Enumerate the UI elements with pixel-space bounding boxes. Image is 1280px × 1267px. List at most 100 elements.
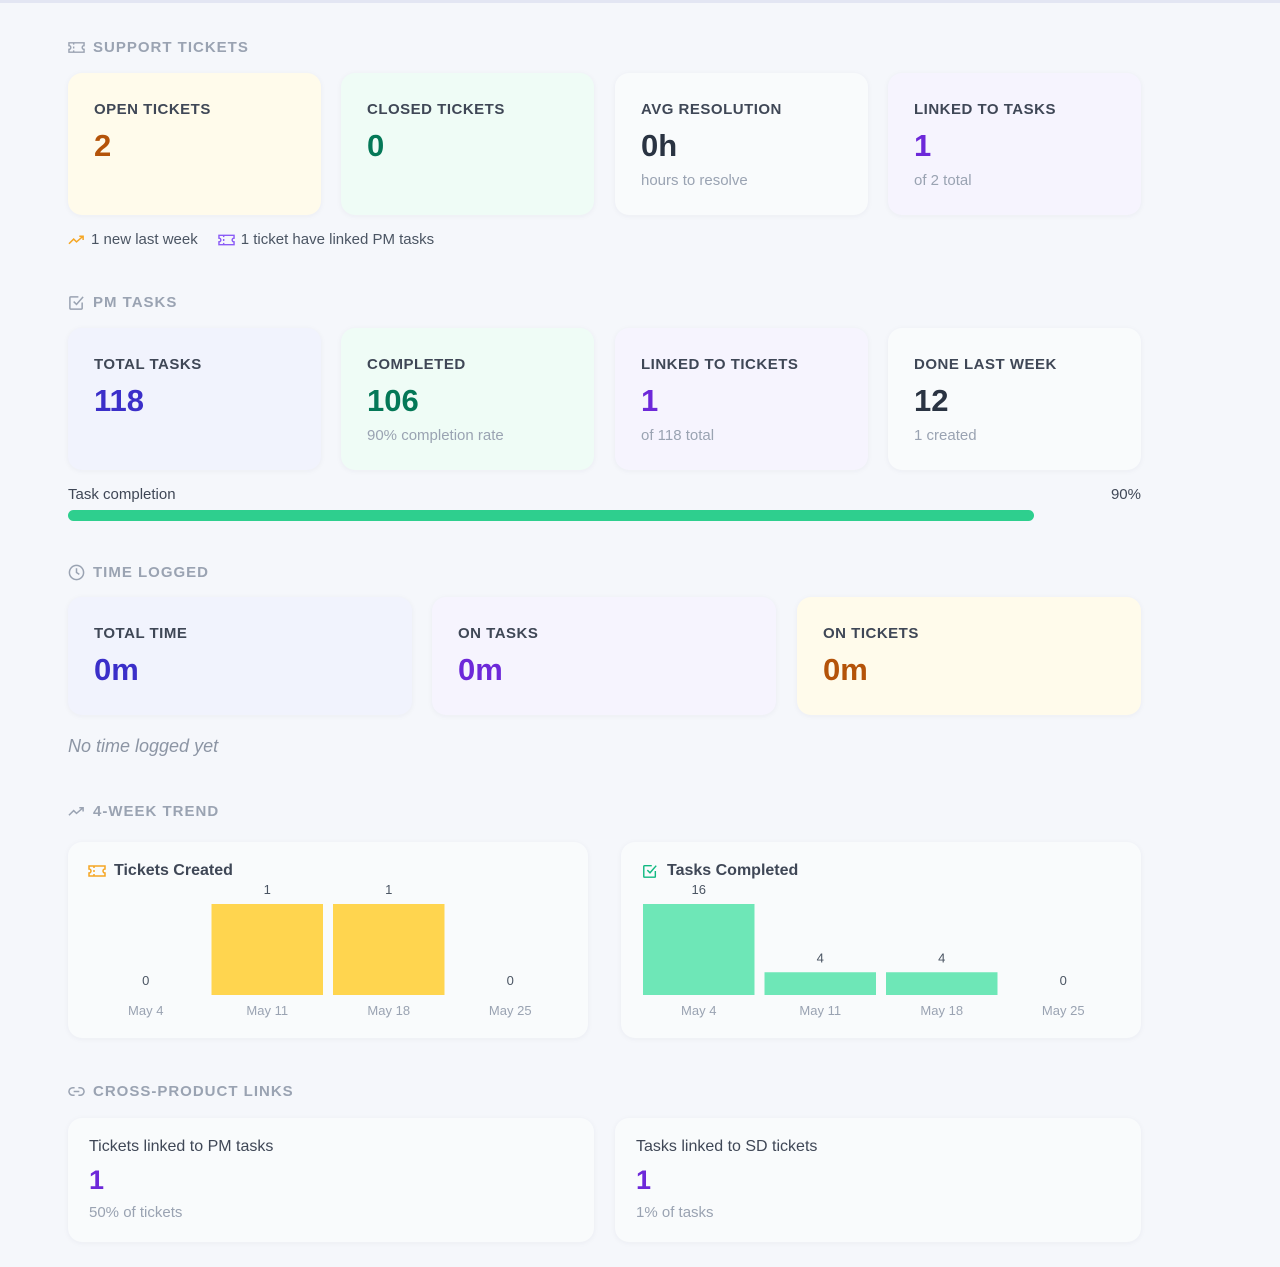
tickets-created-chart: 0 May 4 1 May 11 1 May 18 0 May 25 Tickets Crea… [68, 842, 588, 1038]
avg-resolution-card: AVG RESOLUTION 0h hours to resolve [615, 73, 868, 215]
time-on-tickets-card: ON TICKETS 0m [797, 597, 1141, 715]
section-cross-product-links: CROSS-PRODUCT LINKS [68, 1081, 294, 1101]
card-value: 0 [367, 128, 385, 163]
checkbox-icon [643, 864, 657, 878]
card-label: LINKED TO TASKS [914, 101, 1056, 118]
task-completion-progress [68, 510, 1141, 521]
bar-may-11 [211, 904, 323, 995]
card-value: 1 [641, 383, 659, 418]
card-value: 12 [914, 383, 949, 418]
bar-may-18 [333, 904, 445, 995]
card-label: TOTAL TASKS [94, 356, 202, 373]
top-border [0, 0, 1280, 3]
section-pm-tasks: PM TASKS [68, 292, 177, 312]
trend-up-icon [68, 234, 84, 244]
note-new-last-week: 1 new last week [68, 231, 198, 248]
card-value: 0m [823, 652, 868, 687]
section-title: 4-WEEK TREND [93, 802, 220, 820]
section-title: CROSS-PRODUCT LINKS [93, 1082, 294, 1100]
ticket-icon [88, 865, 106, 877]
card-sub: of 2 total [914, 172, 972, 189]
card-sub: 50% of tickets [89, 1204, 183, 1221]
card-label: ON TICKETS [823, 625, 919, 642]
tasks-linked-card: Tasks linked to SD tickets 1 1% of tasks [615, 1118, 1141, 1242]
card-label: AVG RESOLUTION [641, 101, 782, 118]
card-value: 118 [94, 383, 145, 418]
card-value: 1 [89, 1165, 105, 1195]
card-label: ON TASKS [458, 625, 539, 642]
done-last-week-card: DONE LAST WEEK 12 1 created [888, 328, 1141, 470]
data-label: 4 [938, 950, 945, 965]
x-tick-label: May 4 [681, 1003, 716, 1018]
chart-title: Tickets Created [88, 862, 233, 880]
closed-tickets-card: CLOSED TICKETS 0 [341, 73, 594, 215]
card-value: 1 [914, 128, 932, 163]
bar-may-18 [886, 972, 998, 995]
ticket-icon [68, 41, 85, 53]
data-label: 0 [507, 973, 514, 988]
chart-title-text: Tickets Created [114, 862, 233, 879]
x-tick-label: May 18 [367, 1003, 410, 1018]
card-value: 2 [94, 128, 112, 163]
note-linked-tasks: 1 ticket have linked PM tasks [217, 231, 435, 248]
card-sub: 1% of tasks [636, 1204, 714, 1221]
progress-percent: 90% [1110, 486, 1141, 503]
open-tickets-card: OPEN TICKETS 2 [68, 73, 321, 215]
no-time-logged-note: No time logged yet [68, 736, 219, 756]
time-on-tasks-card: ON TASKS 0m [432, 597, 776, 715]
data-label: 4 [817, 950, 824, 965]
ticket-icon [217, 234, 235, 245]
card-sub: hours to resolve [641, 172, 748, 189]
bar-may-4 [643, 904, 755, 995]
section-time-logged: TIME LOGGED [68, 562, 209, 582]
card-label: CLOSED TICKETS [367, 101, 505, 118]
data-label: 1 [264, 882, 271, 897]
x-tick-label: May 25 [1042, 1003, 1085, 1018]
checkbox-icon [69, 295, 84, 310]
card-label: COMPLETED [367, 356, 466, 373]
card-sub: of 118 total [641, 427, 715, 444]
total-time-card: TOTAL TIME 0m [68, 597, 412, 715]
card-sub: 1 created [914, 427, 977, 444]
card-value: 106 [367, 383, 419, 418]
section-title: TIME LOGGED [93, 563, 209, 581]
data-label: 0 [142, 973, 149, 988]
card-label: TOTAL TIME [94, 625, 188, 642]
card-value: 0m [94, 652, 139, 687]
section-support-tickets: SUPPORT TICKETS [68, 37, 249, 57]
x-tick-label: May 25 [489, 1003, 532, 1018]
chart-title: Tasks Completed [641, 862, 798, 880]
tickets-linked-card: Tickets linked to PM tasks 1 50% of tick… [68, 1118, 594, 1242]
section-title: PM TASKS [93, 293, 178, 311]
chart-title-text: Tasks Completed [667, 862, 799, 879]
card-title: Tasks linked to SD tickets [636, 1138, 818, 1155]
completed-tasks-card: COMPLETED 106 90% completion rate [341, 328, 594, 470]
trend-up-icon [68, 806, 84, 816]
linked-to-tickets-card: LINKED TO TICKETS 1 of 118 total [615, 328, 868, 470]
card-label: OPEN TICKETS [94, 101, 211, 118]
card-label: DONE LAST WEEK [914, 356, 1057, 373]
card-value: 0m [458, 652, 503, 687]
card-value: 1 [636, 1165, 652, 1195]
linked-to-tasks-card: LINKED TO TASKS 1 of 2 total [888, 73, 1141, 215]
tasks-completed-plot: 16 May 4 4 May 11 4 May 18 0 May 25 [643, 882, 1085, 1018]
total-tasks-card: TOTAL TASKS 118 [68, 328, 321, 470]
progress-label: Task completion [68, 486, 176, 503]
x-tick-label: May 11 [246, 1003, 288, 1018]
tickets-created-plot: 0 May 4 1 May 11 1 May 18 0 May 25 [128, 882, 532, 1018]
card-label: LINKED TO TICKETS [641, 356, 799, 373]
card-sub: 90% completion rate [367, 427, 504, 444]
x-tick-label: May 18 [920, 1003, 963, 1018]
section-title: SUPPORT TICKETS [93, 38, 249, 56]
x-tick-label: May 4 [128, 1003, 163, 1018]
note-text: 1 ticket have linked PM tasks [240, 231, 435, 248]
card-value: 0h [641, 128, 678, 163]
card-title: Tickets linked to PM tasks [89, 1138, 274, 1155]
data-label: 0 [1060, 973, 1067, 988]
support-notes: 1 new last week 1 ticket have linked PM … [68, 231, 434, 248]
section-4-week-trend: 4-WEEK TREND [68, 801, 219, 821]
note-text: 1 new last week [91, 231, 198, 248]
clock-icon [68, 564, 85, 580]
tasks-completed-chart: 16 May 4 4 May 11 4 May 18 0 May 25 Tasks Compl… [621, 842, 1141, 1038]
data-label: 1 [385, 882, 392, 897]
